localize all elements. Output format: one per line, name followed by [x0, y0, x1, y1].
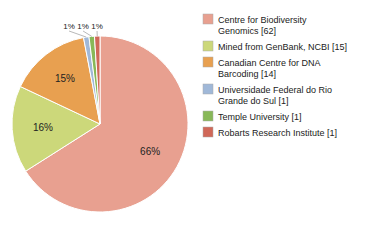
leader-line [97, 31, 98, 36]
legend-swatch [203, 84, 213, 94]
legend-label: Canadian Centre for DNABarcoding [14] [218, 58, 321, 79]
legend-label: Universidade Federal do RioGrande do Sul… [218, 85, 332, 106]
legend-item: Temple University [1] [203, 111, 302, 122]
pie-slice [84, 37, 100, 124]
legend-label-line: Mined from GenBank, NCBI [15] [218, 42, 347, 52]
data-label: 66% [140, 146, 160, 157]
pie-slice [89, 36, 100, 124]
legend-label-line: Temple University [1] [218, 112, 302, 122]
leader-line [69, 31, 86, 37]
legend-label-line: Universidade Federal do Rio [218, 85, 332, 95]
legend-label-line: Grande do Sul [1] [218, 96, 289, 106]
data-labels: 66%16%15%1%1%1% [33, 22, 160, 157]
data-label: 1% [77, 22, 89, 31]
data-label: 16% [33, 122, 53, 133]
legend-swatch [203, 41, 213, 51]
legend-item: Mined from GenBank, NCBI [15] [203, 41, 347, 52]
legend-item: Canadian Centre for DNABarcoding [14] [203, 57, 321, 79]
chart: 66%16%15%1%1%1%Centre for BiodiversityGe… [0, 0, 380, 240]
data-label: 1% [63, 22, 75, 31]
data-label: 1% [91, 22, 103, 31]
legend-label-line: Barcoding [14] [218, 69, 276, 79]
pie-slice [20, 38, 100, 124]
legend: Centre for BiodiversityGenomics [62] Mine… [203, 14, 347, 138]
legend-label: Mined from GenBank, NCBI [15] [218, 42, 347, 52]
legend-label-line: Centre for Biodiversity [218, 15, 307, 25]
legend-swatch [203, 57, 213, 67]
legend-item: Centre for BiodiversityGenomics [62] [203, 14, 307, 36]
leader-line [83, 31, 92, 36]
legend-item: Robarts Research Institute [1] [203, 127, 337, 138]
legend-label: Centre for BiodiversityGenomics [62] [218, 15, 307, 36]
data-label: 15% [55, 73, 75, 84]
legend-label: Robarts Research Institute [1] [218, 128, 337, 138]
legend-label-line: Genomics [62] [218, 26, 276, 36]
legend-swatch [203, 127, 213, 137]
legend-label-line: Robarts Research Institute [1] [218, 128, 337, 138]
legend-label: Temple University [1] [218, 112, 302, 122]
legend-swatch [203, 14, 213, 24]
pie [12, 36, 188, 212]
legend-item: Universidade Federal do RioGrande do Sul… [203, 84, 332, 106]
legend-label-line: Canadian Centre for DNA [218, 58, 321, 68]
pie-slice [94, 36, 100, 124]
legend-swatch [203, 111, 213, 121]
